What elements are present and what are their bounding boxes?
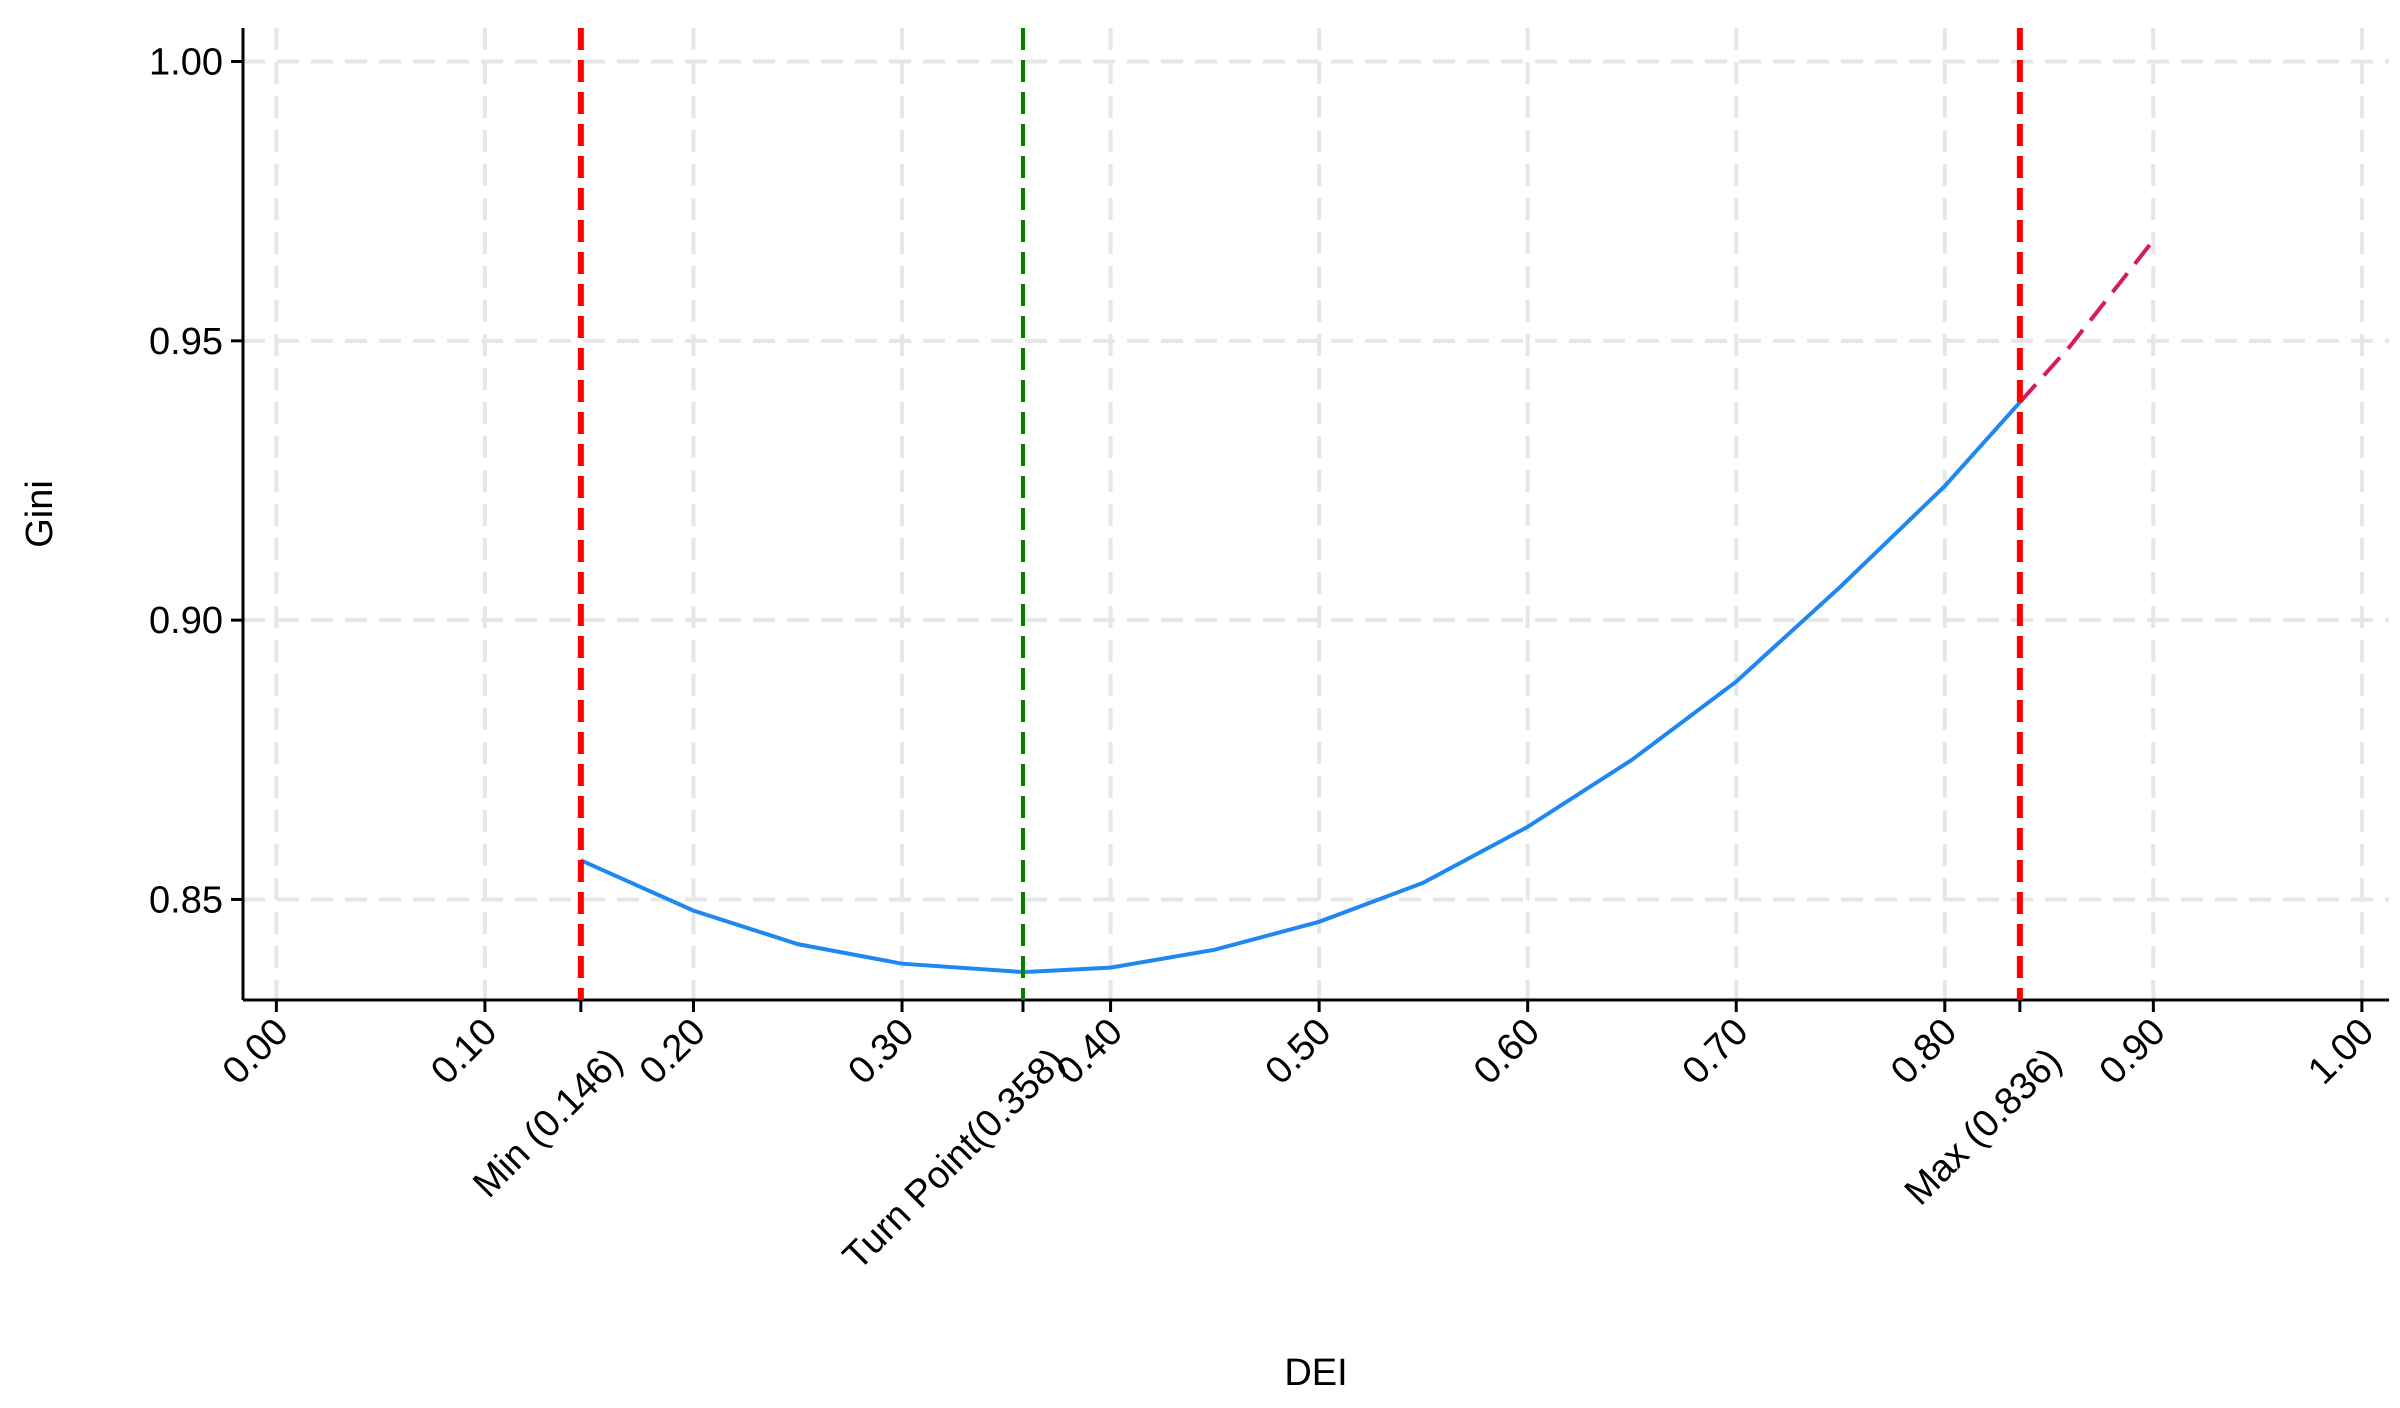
x-tick-label: 0.60 — [1466, 1011, 1548, 1093]
x-tick-label: 0.00 — [215, 1011, 297, 1093]
x-tick-label: 0.70 — [1675, 1011, 1757, 1093]
x-tick-label: 1.00 — [2300, 1011, 2382, 1093]
x-tick-label: 0.80 — [1883, 1011, 1965, 1093]
x-tick-label: 0.20 — [632, 1011, 714, 1093]
line — [2018, 239, 2155, 404]
reference-label: Min (0.146) — [465, 1040, 631, 1206]
line — [580, 400, 2022, 975]
x-tick-label: 0.90 — [2092, 1011, 2174, 1093]
y-tick-label: 1.00 — [149, 42, 223, 84]
y-axis-label: Gini — [19, 480, 61, 548]
x-tick-label: 0.10 — [423, 1011, 505, 1093]
y-tick-label: 0.95 — [149, 321, 223, 363]
y-tick-label: 0.90 — [149, 600, 223, 642]
x-tick-label: 0.30 — [840, 1011, 922, 1093]
x-axis-label: DEI — [1284, 1352, 1347, 1394]
y-tick-label: 0.85 — [149, 879, 223, 921]
x-tick-label: 0.50 — [1257, 1011, 1339, 1093]
